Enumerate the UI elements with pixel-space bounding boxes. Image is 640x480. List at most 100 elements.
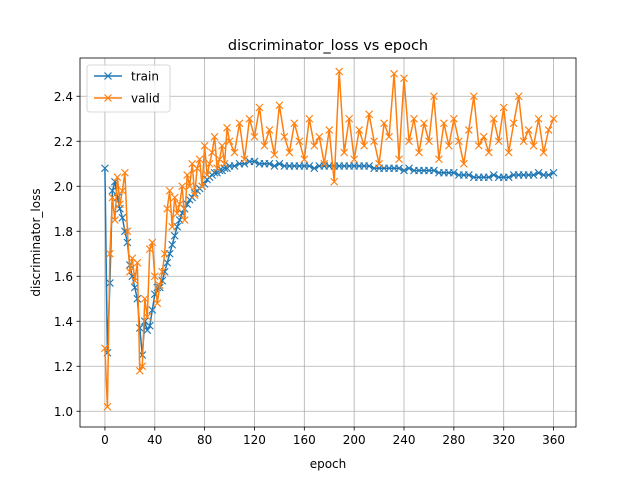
data-point-valid	[223, 123, 231, 132]
data-point-valid	[410, 114, 418, 123]
data-point-valid	[365, 110, 374, 119]
x-axis-label: epoch	[310, 457, 347, 471]
data-point-valid	[275, 101, 284, 110]
data-point-valid	[210, 132, 219, 141]
data-point-valid	[225, 137, 234, 146]
data-point-valid	[153, 299, 162, 308]
data-point-valid	[260, 141, 269, 150]
data-point-valid	[125, 267, 134, 276]
data-point-valid	[494, 137, 503, 146]
ticks: 0 40 80 120 160 200 240 280 320 360 1.0 1.2 1.4 1.6 1.…	[54, 90, 565, 447]
data-point-valid	[205, 159, 214, 168]
data-point-train	[549, 168, 558, 177]
data-point-valid	[113, 173, 122, 182]
data-point-valid	[155, 281, 164, 290]
data-point-valid	[190, 191, 199, 200]
data-point-valid	[280, 132, 289, 141]
data-point-valid	[454, 137, 463, 146]
data-point-valid	[123, 227, 132, 236]
data-point-train	[305, 162, 314, 170]
data-point-valid	[160, 249, 169, 258]
data-point-valid	[459, 159, 468, 168]
data-point-train	[529, 171, 538, 179]
data-point-valid	[218, 141, 226, 150]
data-point-valid	[300, 155, 309, 164]
data-point-train	[265, 159, 274, 168]
data-point-valid	[425, 137, 433, 146]
data-point-valid	[290, 119, 299, 128]
data-point-valid	[150, 272, 159, 281]
data-point-valid	[133, 258, 142, 267]
y-tick-label: 1.2	[54, 360, 73, 374]
data-point-valid	[165, 186, 174, 195]
y-tick-label: 2.2	[54, 135, 73, 149]
x-tick-label: 80	[197, 433, 212, 447]
data-point-valid	[108, 193, 117, 202]
chart-title: discriminator_loss vs epoch	[228, 38, 428, 54]
data-point-valid	[295, 137, 304, 146]
data-point-valid	[265, 126, 274, 134]
data-point-train	[133, 294, 142, 303]
data-point-train	[118, 213, 127, 222]
data-point-valid	[479, 132, 488, 141]
data-point-train	[544, 171, 553, 179]
y-tick-label: 2.0	[54, 180, 73, 194]
data-point-valid	[360, 141, 369, 150]
x-tick-label: 40	[147, 433, 162, 447]
data-point-valid	[103, 402, 112, 411]
data-point-train	[250, 157, 259, 166]
x-tick-label: 0	[101, 433, 109, 447]
data-point-train	[163, 258, 172, 267]
data-point-train	[230, 162, 239, 170]
data-point-train	[143, 326, 152, 335]
data-point-valid	[395, 155, 403, 164]
y-tick-label: 2.4	[54, 90, 73, 104]
data-point-valid	[534, 114, 543, 123]
x-tick-label: 360	[542, 433, 565, 447]
data-point-valid	[130, 276, 139, 285]
data-point-valid	[325, 126, 334, 134]
data-point-train	[210, 168, 219, 177]
y-tick-label: 1.8	[54, 225, 73, 239]
data-point-train	[464, 171, 473, 179]
data-point-valid	[173, 209, 182, 218]
data-point-valid	[175, 200, 184, 209]
data-point-valid	[143, 312, 152, 321]
data-point-valid	[230, 148, 239, 157]
data-point-valid	[544, 126, 553, 134]
data-point-train	[489, 171, 498, 179]
data-point-valid	[439, 119, 448, 128]
data-point-valid	[200, 141, 209, 150]
series-valid	[101, 67, 558, 411]
legend-label-valid: valid	[131, 92, 160, 106]
data-point-valid	[504, 148, 513, 157]
legend-label-train: train	[131, 70, 159, 84]
data-point-valid	[135, 366, 144, 375]
data-point-valid	[390, 69, 398, 78]
data-point-valid	[474, 141, 483, 150]
legend-marker-valid	[104, 94, 112, 102]
data-point-valid	[385, 132, 393, 141]
data-point-train	[145, 321, 154, 330]
data-point-valid	[185, 182, 194, 191]
data-point-valid	[370, 137, 379, 146]
data-point-valid	[195, 155, 204, 164]
data-point-valid	[315, 132, 324, 141]
data-point-valid	[529, 141, 538, 150]
x-tick-label: 200	[343, 433, 366, 447]
data-point-valid	[203, 171, 212, 179]
data-point-valid	[355, 126, 364, 134]
data-point-valid	[310, 141, 319, 150]
data-point-valid	[514, 92, 523, 101]
data-point-train	[168, 240, 177, 249]
data-point-valid	[380, 119, 389, 128]
legend: train valid	[86, 64, 171, 113]
data-point-train	[310, 164, 319, 173]
data-point-valid	[330, 177, 339, 186]
data-point-valid	[519, 137, 528, 146]
data-point-valid	[444, 141, 453, 150]
data-point-train	[148, 306, 157, 314]
data-point-valid	[250, 132, 259, 141]
data-point-valid	[489, 114, 498, 123]
